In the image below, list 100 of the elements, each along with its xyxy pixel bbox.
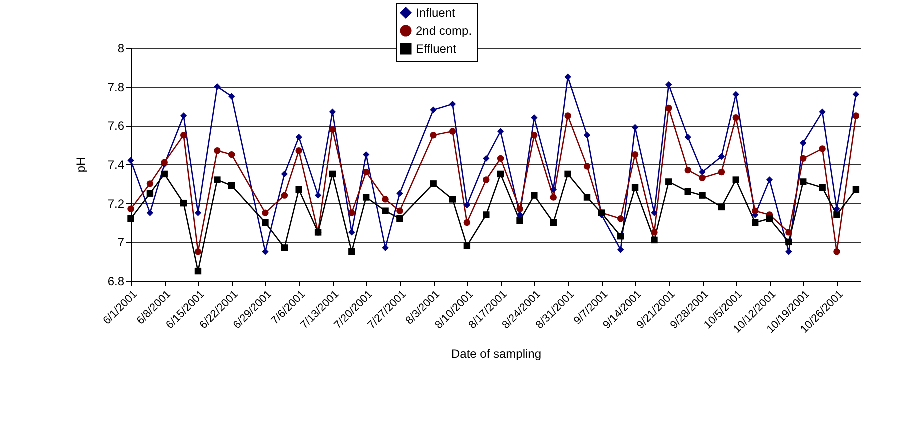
point [852,186,860,194]
point [296,186,302,194]
point [483,155,490,162]
point [786,248,792,256]
point [584,163,591,170]
point [684,134,692,141]
point [382,196,389,203]
point [516,217,524,224]
point [348,248,356,256]
point [348,229,356,236]
y-tick-label: 8 [118,42,125,56]
point [281,192,288,199]
point [752,208,759,214]
point [718,168,726,176]
point [732,114,740,122]
point [852,91,860,98]
point [564,170,572,178]
point [128,216,134,222]
point [766,176,774,184]
point [296,148,302,154]
point [362,151,370,158]
point [632,151,639,158]
point [180,112,188,120]
y-tick-label: 7.8 [108,80,125,94]
point [834,206,840,213]
legend-label: Influent [416,6,456,20]
point [766,216,774,222]
point [214,148,221,154]
point [214,83,221,90]
point [464,202,471,209]
point [396,216,404,222]
point [819,108,826,116]
point [666,104,672,112]
point [483,176,490,184]
x-axis-title: Date of sampling [451,347,542,362]
point [699,192,706,199]
point [329,126,336,133]
point [449,100,456,108]
point [382,208,389,214]
point [699,168,706,176]
point [800,155,807,162]
point [834,248,840,256]
point [228,93,236,100]
point [651,210,658,216]
point [531,114,538,122]
point [314,192,322,199]
point [699,174,706,182]
point [194,210,202,216]
y-tick-label: 7.6 [108,119,125,134]
point [262,248,269,256]
y-tick-label: 7.4 [108,158,125,172]
point [497,155,504,162]
point [281,244,288,252]
point [449,128,456,135]
point [146,210,154,216]
point [228,182,236,190]
point [180,132,188,139]
point [584,194,591,201]
point [564,74,572,80]
point [516,206,524,213]
point [684,188,692,196]
point [786,238,792,246]
point [362,194,370,201]
point [584,132,591,139]
point [430,180,437,188]
point [497,128,504,135]
y-tick-label: 6.8 [108,274,125,288]
legend-label: Effluent [416,42,458,56]
point [718,153,726,160]
point [819,184,826,192]
point [430,106,437,114]
point [362,168,370,176]
point [550,186,557,194]
point [651,229,658,236]
y-tick-label: 7.2 [108,196,125,211]
point [819,146,826,152]
point [834,212,840,218]
point [618,232,624,240]
point [632,184,639,192]
point [146,190,154,197]
point [800,140,807,146]
point [666,178,672,186]
point [550,219,557,226]
y-tick-label: 7 [118,236,125,250]
point [651,236,658,244]
point [449,196,456,203]
point [296,134,302,141]
point [852,112,860,120]
point [194,268,202,275]
point [348,210,356,216]
point [732,176,740,184]
point [464,242,471,250]
point [194,248,202,256]
point [146,180,154,188]
point [329,170,336,178]
point [161,170,168,178]
point [497,170,504,178]
point [752,219,759,226]
point [329,108,336,116]
point [632,124,639,131]
